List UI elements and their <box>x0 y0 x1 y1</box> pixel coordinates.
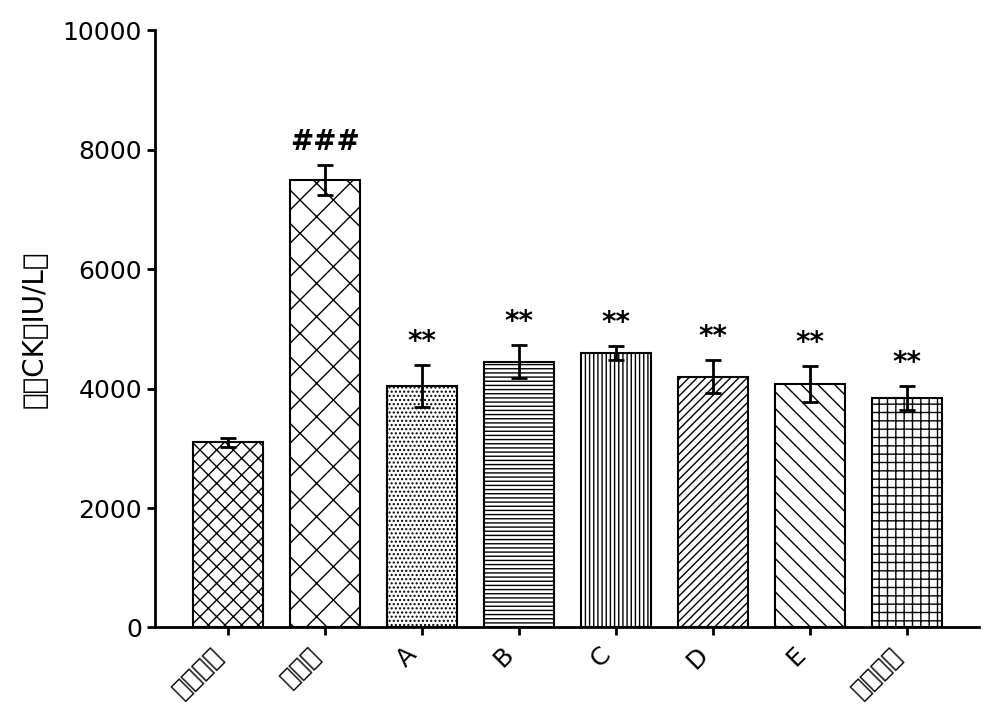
Text: **: ** <box>795 329 824 357</box>
Bar <box>678 377 748 628</box>
Bar <box>872 398 942 628</box>
Y-axis label: 血清CK（IU/L）: 血清CK（IU/L） <box>21 250 49 408</box>
Bar <box>775 384 845 628</box>
Bar <box>387 385 457 628</box>
Bar <box>581 353 651 628</box>
Bar <box>193 442 263 628</box>
Text: **: ** <box>892 348 921 377</box>
Text: **: ** <box>698 323 727 351</box>
Bar <box>484 362 554 628</box>
Text: **: ** <box>407 328 436 356</box>
Bar <box>290 179 360 628</box>
Text: ###: ### <box>290 128 360 155</box>
Text: **: ** <box>504 308 533 336</box>
Text: **: ** <box>601 309 630 337</box>
